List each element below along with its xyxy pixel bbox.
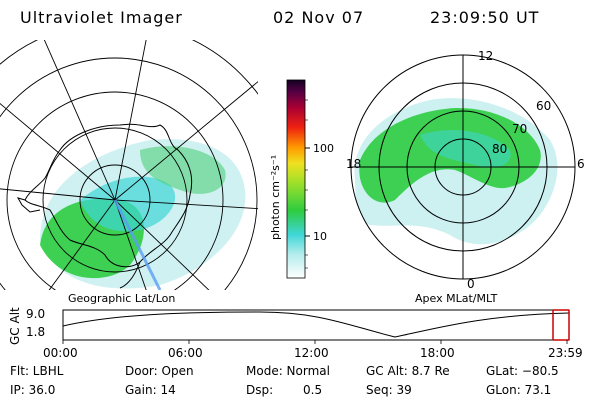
ip-label: IP: 36.0 [10,383,56,397]
dsp-value: 0.5 [303,383,323,397]
colorbar-tick-10: 10 [313,230,327,243]
door-label: Door: Open [125,364,194,378]
colorbar: 100 10 photon cm⁻²s⁻¹ [269,79,334,279]
mlat-label-80: 80 [492,142,507,156]
timeline-ymax: 9.0 [26,307,45,321]
mlat-label-60: 60 [536,99,551,113]
time-label: 23:09:50 UT [430,8,540,27]
altitude-curve [62,311,570,338]
mlt-label-18: 18 [346,157,361,171]
geographic-map-panel [0,40,258,290]
mode-label: Mode: Normal [246,364,330,378]
date-label: 02 Nov 07 [273,8,365,27]
timeline-tick-1800: 18:00 [420,346,455,360]
dsp-label: Dsp: [246,383,274,397]
altitude-timeline: 9.0 1.8 GC Alt 00:00 06:00 12:00 18:00 2… [8,307,583,360]
timeline-ymin: 1.8 [26,325,45,339]
mlat-label-70: 70 [512,122,527,136]
seq-label: Seq: 39 [366,383,412,397]
timeline-tick-1200: 12:00 [294,346,329,360]
timeline-tick-2359: 23:59 [548,346,583,360]
glat-label: GLat: −80.5 [486,364,559,378]
image-title: Ultraviolet Imager [20,8,183,27]
colorbar-tick-100: 100 [313,142,334,155]
apex-polar-panel: 12 0 18 6 60 70 80 [346,49,585,291]
gc-alt-label: GC Alt: 8.7 Re [366,364,450,378]
timeline-tick-0600: 06:00 [168,346,203,360]
mlt-label-6: 6 [577,157,585,171]
colorbar-unit-label: photon cm⁻²s⁻¹ [269,155,282,240]
filter-label: Flt: LBHL [10,364,64,378]
right-panel-label: Apex MLat/MLT [415,292,498,305]
mlt-label-0: 0 [467,277,475,291]
timeline-tick-0000: 00:00 [43,346,78,360]
coastline-path [24,123,193,268]
timeline-axis-label: GC Alt [8,307,22,345]
glon-label: GLon: 73.1 [486,383,552,397]
left-panel-label: Geographic Lat/Lon [68,292,175,305]
mlt-label-12: 12 [478,49,493,63]
gain-label: Gain: 14 [125,383,176,397]
